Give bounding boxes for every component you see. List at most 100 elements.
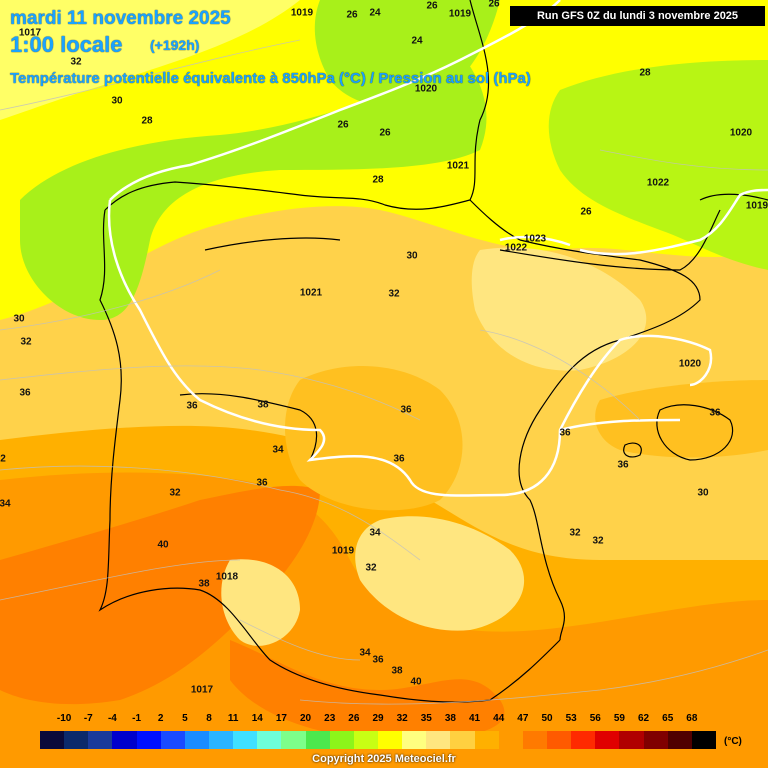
scale-tick: 32	[396, 713, 408, 724]
theta-e-label: 32	[388, 288, 400, 300]
forecast-lead-time: (+192h)	[150, 37, 200, 53]
theta-e-label: 32	[70, 56, 82, 68]
pressure-label: 1020	[729, 127, 753, 139]
scale-swatch	[595, 731, 620, 749]
scale-tick: 68	[686, 713, 698, 724]
scale-swatch	[402, 731, 427, 749]
theta-e-label: 30	[697, 487, 709, 499]
scale-swatch	[160, 731, 185, 749]
scale-swatch	[136, 731, 161, 749]
scale-tick: 8	[206, 713, 212, 724]
scale-swatch	[619, 731, 644, 749]
scale-tick: 47	[517, 713, 529, 724]
scale-swatch	[643, 731, 668, 749]
theta-e-label: 34	[0, 498, 11, 510]
theta-e-label: 30	[111, 95, 123, 107]
theta-e-label: 36	[256, 477, 268, 489]
theta-e-label: 32	[569, 527, 581, 539]
model-run-label: Run GFS 0Z du lundi 3 novembre 2025	[510, 6, 765, 26]
scale-tick: 26	[348, 713, 360, 724]
scale-tick: 62	[638, 713, 650, 724]
pressure-label: 1018	[215, 571, 239, 583]
pressure-label: 1020	[414, 83, 438, 95]
copyright-text: Copyright 2025 Meteociel.fr	[312, 753, 456, 765]
theta-e-label: 24	[369, 7, 381, 19]
scale-swatch	[667, 731, 692, 749]
theta-e-label: 36	[393, 453, 405, 465]
scale-swatch	[112, 731, 137, 749]
scale-swatch	[233, 731, 258, 749]
pressure-label: 1022	[504, 242, 528, 254]
pressure-label: 1022	[646, 177, 670, 189]
theta-e-label: 26	[426, 0, 438, 12]
scale-swatch	[353, 731, 378, 749]
scale-tick: 50	[541, 713, 553, 724]
scale-swatch	[571, 731, 596, 749]
scale-tick: 5	[182, 713, 188, 724]
scale-tick: -10	[56, 713, 72, 724]
scale-tick: 35	[420, 713, 432, 724]
theta-e-label: 26	[346, 9, 358, 21]
scale-tick: 23	[324, 713, 336, 724]
theta-e-label: 32	[365, 562, 377, 574]
theta-e-label: 38	[391, 665, 403, 677]
theta-e-label: 36	[617, 459, 629, 471]
theta-e-label: 26	[580, 206, 592, 218]
theta-e-label: 40	[157, 539, 169, 551]
parameter-title: Température potentielle équivalente à 85…	[10, 70, 531, 87]
theta-e-label: 26	[337, 119, 349, 131]
theta-e-label: 28	[372, 174, 384, 186]
scale-swatch	[546, 731, 572, 749]
theta-e-label: 34	[272, 444, 284, 456]
scale-tick: 41	[469, 713, 481, 724]
scale-swatch	[208, 731, 234, 749]
scale-tick: -4	[107, 713, 117, 724]
theta-e-label: 2	[0, 453, 6, 465]
scale-tick: 44	[493, 713, 505, 724]
theta-e-label: 32	[169, 487, 181, 499]
pressure-label: 1017	[18, 27, 42, 39]
scale-swatch	[40, 731, 65, 749]
scale-tick: 38	[444, 713, 456, 724]
pressure-label: 1019	[448, 8, 472, 20]
pressure-label: 1019	[290, 7, 314, 19]
scale-tick: 65	[662, 713, 674, 724]
scale-tick: 29	[372, 713, 384, 724]
theta-e-label: 32	[20, 336, 32, 348]
pressure-label: 1017	[190, 684, 214, 696]
theta-e-label: 36	[559, 427, 571, 439]
scale-tick: 59	[613, 713, 625, 724]
scale-swatch	[474, 731, 499, 749]
pressure-label: 1021	[299, 287, 323, 299]
scale-tick: 20	[300, 713, 312, 724]
theta-e-label: 32	[592, 535, 604, 547]
scale-tick: 17	[275, 713, 287, 724]
color-scale-bar	[40, 731, 716, 749]
theta-e-label: 38	[198, 578, 210, 590]
theta-e-label: 36	[709, 407, 721, 419]
scale-swatch	[691, 731, 716, 749]
theta-e-label: 26	[488, 0, 500, 10]
scale-swatch	[522, 731, 547, 749]
scale-swatch	[377, 731, 403, 749]
pressure-label: 1020	[678, 358, 702, 370]
scale-swatch	[281, 731, 306, 749]
theta-e-label: 28	[639, 67, 651, 79]
scale-swatch	[64, 731, 89, 749]
scale-tick: -7	[83, 713, 93, 724]
scale-swatch	[450, 731, 475, 749]
theta-e-label: 24	[411, 35, 423, 47]
theta-e-label: 38	[257, 399, 269, 411]
theta-e-label: 36	[19, 387, 31, 399]
theta-e-label: 36	[400, 404, 412, 416]
scale-swatch	[88, 731, 113, 749]
scale-tick: 14	[251, 713, 263, 724]
scale-swatch	[498, 731, 523, 749]
theta-e-label: 30	[406, 250, 418, 262]
theta-e-label: 36	[372, 654, 384, 666]
pressure-label: 1019	[745, 200, 768, 212]
scale-tick: 56	[589, 713, 601, 724]
forecast-date: mardi 11 novembre 2025	[10, 8, 231, 29]
scale-tick: 11	[227, 713, 239, 724]
scale-tick: 2	[157, 713, 164, 724]
